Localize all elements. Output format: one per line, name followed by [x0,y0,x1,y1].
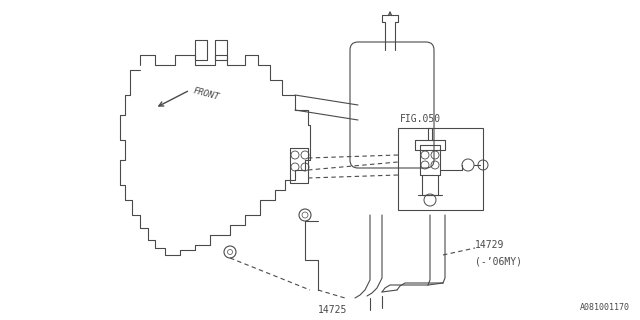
Text: 14729: 14729 [475,240,504,250]
Bar [398,128,483,210]
Text: A081001170: A081001170 [580,303,630,312]
Text: FIG.050: FIG.050 [400,114,441,124]
Text: 14725: 14725 [318,305,348,315]
Text: FRONT: FRONT [192,86,220,102]
Text: (-’06MY): (-’06MY) [475,257,522,267]
